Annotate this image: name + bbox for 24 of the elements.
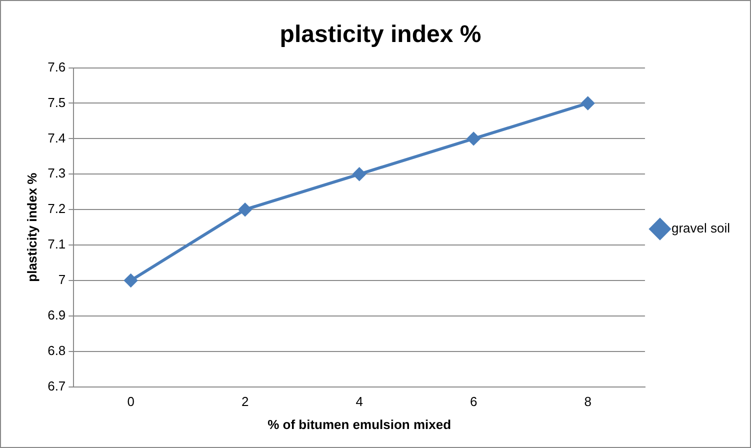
legend-label: gravel soil (671, 220, 730, 236)
x-axis-title: % of bitumen emulsion mixed (268, 416, 452, 432)
y-tick-label: 7.1 (48, 236, 66, 252)
x-tick-label: 2 (241, 394, 249, 410)
point (124, 274, 138, 287)
x-tick-label: 0 (127, 394, 134, 410)
point (352, 168, 366, 181)
y-tick-label: 7.6 (48, 59, 66, 74)
y-tick-label: 7.2 (48, 201, 66, 216)
x-tick-label: 8 (584, 394, 592, 410)
point (238, 203, 252, 216)
chart-title: plasticity index % (280, 21, 482, 48)
x-tick-label: 4 (356, 394, 363, 410)
x-tick-label: 6 (470, 394, 478, 410)
y-tick-label: 7 (58, 272, 66, 288)
point (581, 96, 594, 110)
y-tick-label: 7.4 (48, 130, 66, 146)
y-tick-label: 6.8 (48, 342, 66, 358)
y-axis-title: plasticity index % (24, 172, 40, 282)
y-tick-label: 7.5 (48, 94, 66, 110)
y-tick-label: 7.3 (48, 166, 66, 181)
y-tick-label: 6.9 (48, 307, 66, 322)
point (467, 132, 480, 146)
y-tick-label: 6.7 (48, 378, 66, 394)
